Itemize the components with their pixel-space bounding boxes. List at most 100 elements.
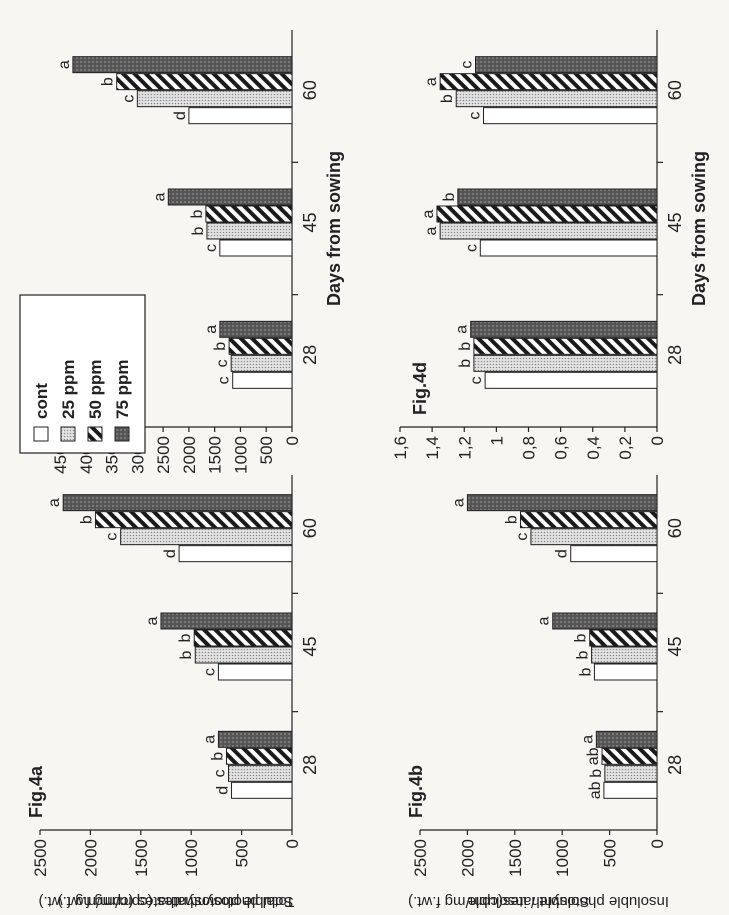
fig4c-bar-75ppm-45	[167, 188, 293, 206]
fig4b-bar-cont-28	[603, 781, 658, 799]
legend-item-50ppm: 50 ppm	[86, 359, 105, 442]
fig4b-bar-cont-60	[570, 545, 658, 563]
fig4c-category-label: 60	[300, 80, 320, 100]
fig4a-ytick-label: 0	[283, 839, 302, 848]
fig4a-bar-cont-28	[231, 781, 293, 799]
fig4d-sig-letter: c	[468, 376, 485, 384]
fig4a-bar-25ppm-45	[194, 646, 293, 664]
fig4b-sig-letter: c	[514, 533, 531, 541]
fig4d-bar-cont-45	[479, 239, 658, 257]
fig4b-ytick-label: 1500	[506, 839, 525, 877]
fig4a-bar-75ppm-28	[217, 730, 293, 748]
legend-swatch-25ppm	[60, 426, 76, 442]
fig4a-bar-50ppm-45	[193, 629, 293, 647]
fig4a-ytick-label: 2000	[81, 839, 100, 877]
fig4b-bar-25ppm-45	[591, 646, 658, 664]
fig4d-bar-75ppm-45	[457, 188, 658, 206]
fig4c-panel: 050010001500200025003000350040004500Tota…	[51, 30, 344, 910]
fig4b-bar-cont-45	[593, 663, 658, 681]
fig4c-bar-25ppm-60	[136, 90, 293, 108]
fig4d-sig-letter: a	[420, 209, 437, 218]
fig4b-category-label: 45	[665, 636, 685, 656]
legend-swatch-50ppm	[87, 426, 103, 442]
fig4b-y-axis-label: Insoluble photosynthates(cpm/mg f.wt.)	[408, 893, 669, 910]
fig4c-sig-letter: d	[172, 111, 189, 120]
fig4d-bar-25ppm-45	[439, 222, 658, 240]
fig4c-bar-50ppm-28	[228, 337, 293, 355]
fig4d-sig-letter: b	[457, 359, 474, 368]
fig4c-bar-cont-28	[232, 371, 293, 389]
fig4a-sig-letter: b	[177, 633, 194, 642]
fig4a-panel: 0 500 1000 1500 2000 2500 Soluble photosynthat…	[26, 475, 320, 910]
legend-item-cont: cont	[32, 383, 51, 442]
fig4b-sig-letter: b	[573, 633, 590, 642]
fig4b-panel: 0 500 1000 1500 2000 2500 Insoluble photosynth…	[406, 475, 685, 910]
fig4b-ytick-label: 2500	[411, 839, 430, 877]
fig4d-bar-75ppm-60	[474, 56, 658, 74]
fig4a-sig-letter: a	[201, 735, 218, 744]
fig4a-y-axis-label: Soluble photosynthates (cpm/mg f.wt.)	[38, 893, 293, 910]
fig4d-category-label: 28	[665, 345, 685, 365]
legend-swatch-cont	[33, 426, 49, 442]
fig4d-ytick-label: 0,8	[520, 436, 539, 460]
fig4b-bar-75ppm-60	[466, 494, 658, 512]
fig4b-sig-letter: ab	[585, 747, 602, 765]
fig4d-ytick-label: 0	[648, 436, 667, 445]
fig4a-bar-75ppm-60	[62, 494, 293, 512]
fig4d-sig-letter: b	[439, 94, 456, 103]
fig4d-x-axis-label: Days from sowing	[689, 151, 709, 306]
fig4c-bar-50ppm-45	[205, 205, 293, 223]
fig4d-bar-50ppm-45	[436, 205, 658, 223]
fig4b-ytick-label: 1000	[553, 839, 572, 877]
fig4b-sig-letter: ab	[587, 781, 604, 799]
fig4a-ytick-label: 2500	[31, 839, 50, 877]
fig4a-sig-letter: c	[211, 769, 228, 777]
fig4a-ytick-label: 1000	[182, 839, 201, 877]
fig4d-bar-50ppm-28	[473, 337, 658, 355]
fig4d-sig-letter: c	[458, 61, 475, 69]
fig4d-sig-letter: c	[463, 244, 480, 252]
fig4d-bar-25ppm-60	[455, 90, 658, 108]
fig4b-bar-25ppm-28	[604, 764, 658, 782]
fig4d-panel-label: Fig.4d	[410, 362, 430, 415]
fig4b-category-label: 60	[665, 518, 685, 538]
fig4d-sig-letter: a	[423, 226, 440, 235]
fig4c-ytick-label: 2500	[154, 436, 173, 474]
fig4a-bar-50ppm-60	[94, 511, 293, 529]
fig4a-sig-letter: b	[209, 752, 226, 761]
fig4c-bar-25ppm-45	[206, 222, 293, 240]
fig4c-ytick-label: 1500	[206, 436, 225, 474]
fig4d-panel: 0 0,2 0,4 0,6 0,8 1 1,2 1,4 1,6 Soluble / insolub…	[391, 30, 709, 910]
fig4c-sig-letter: b	[212, 342, 229, 351]
fig4a-sig-letter: a	[46, 498, 63, 507]
fig4b-category-label: 28	[665, 755, 685, 775]
fig4a-sig-letter: a	[144, 616, 161, 625]
fig4b-bar-50ppm-28	[601, 747, 658, 765]
fig4b-sig-letter: a	[450, 498, 467, 507]
fig4d-sig-letter: b	[457, 342, 474, 351]
fig4c-category-label: 45	[300, 212, 320, 232]
fig4c-sig-letter: c	[216, 376, 233, 384]
fig4b-bar-25ppm-60	[530, 528, 658, 546]
fig4c-sig-letter: c	[120, 95, 137, 103]
fig4a-panel-label: Fig.4a	[26, 765, 46, 818]
legend-label-50ppm: 50 ppm	[86, 359, 105, 419]
fig4c-ytick-label: 2000	[180, 436, 199, 474]
legend-label-cont: cont	[32, 383, 51, 419]
fig4c-sig-letter: a	[56, 60, 73, 69]
fig4a-sig-letter: d	[162, 549, 179, 558]
fig4d-category-label: 60	[665, 80, 685, 100]
fig4c-y-axis-label: Total photosynthates (cpm/mg f.wt.)	[58, 893, 295, 910]
fig4b-sig-letter: a	[536, 616, 553, 625]
fig4d-sig-letter: a	[454, 325, 471, 334]
fig4d-y-axis-label: Soluble / insoluble	[468, 893, 590, 910]
fig4d-ytick-label: 1,2	[455, 436, 474, 460]
fig4a-bar-25ppm-28	[227, 764, 293, 782]
fig4b-ytick-label: 0	[648, 839, 667, 848]
fig4c-ytick-label: 0	[283, 436, 302, 445]
fig4a-bar-25ppm-60	[120, 528, 293, 546]
